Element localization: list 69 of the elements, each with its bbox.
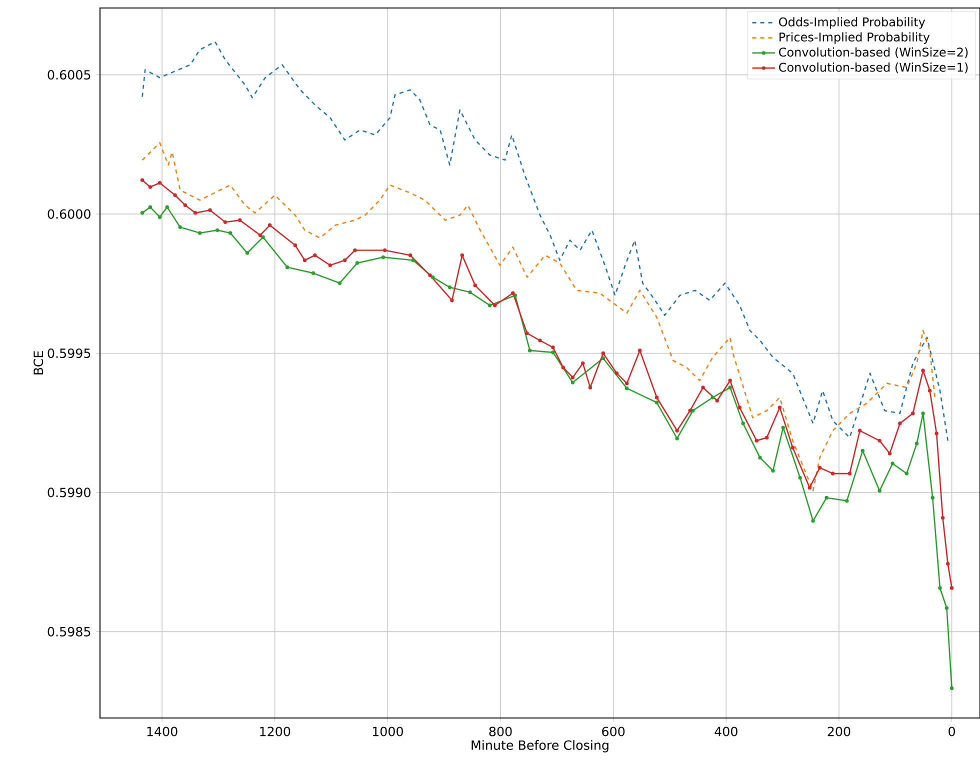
point <box>165 205 169 209</box>
point <box>625 386 629 390</box>
point <box>944 606 949 610</box>
point <box>845 498 849 503</box>
y-tick-label: 0.6005 <box>48 70 90 80</box>
point <box>338 281 342 285</box>
point <box>601 356 606 360</box>
point <box>811 519 815 523</box>
point <box>513 293 518 298</box>
point <box>741 422 745 426</box>
x-tick-label: 1200 <box>260 726 290 736</box>
x-tick-label: 1000 <box>372 726 403 736</box>
y-tick-label: 0.6000 <box>48 209 90 219</box>
x-tick-label: 600 <box>602 726 625 736</box>
point <box>448 285 452 290</box>
point <box>215 228 220 232</box>
point <box>798 476 802 480</box>
point <box>710 396 714 400</box>
y-axis-title: BCE <box>34 351 44 374</box>
point <box>148 205 152 209</box>
point <box>691 408 695 412</box>
point <box>771 468 775 473</box>
point <box>860 448 865 453</box>
legend-label: Odds-Implied Probability <box>779 17 926 29</box>
y-tick-label: 0.5990 <box>48 488 90 498</box>
point <box>468 290 472 294</box>
legend-label: Convolution-based (WinSize=2) <box>779 47 968 58</box>
x-tick-label: 400 <box>714 726 738 736</box>
point <box>311 271 316 275</box>
point <box>285 265 290 270</box>
point <box>140 211 144 215</box>
x-tick-label: 1400 <box>147 726 178 736</box>
point <box>430 275 435 280</box>
point <box>551 350 555 354</box>
point <box>950 686 954 690</box>
point <box>758 456 762 460</box>
point <box>570 380 575 384</box>
x-tick-label: 200 <box>828 726 850 736</box>
point <box>355 261 360 265</box>
point <box>878 488 882 493</box>
point <box>245 251 250 255</box>
legend-label: Convolution-based (WinSize=1) <box>779 62 968 74</box>
point <box>890 462 894 466</box>
y-tick-label: 0.5985 <box>48 626 90 636</box>
point <box>528 348 532 352</box>
line-series <box>142 142 936 492</box>
legend-label: Prices-Implied Probability <box>780 32 930 44</box>
point <box>654 400 659 404</box>
point <box>228 231 232 235</box>
point <box>261 235 265 240</box>
point <box>930 496 934 500</box>
point <box>675 436 679 440</box>
point <box>904 472 909 476</box>
point <box>921 412 925 416</box>
x-axis-title: Minute Before Closing <box>472 740 608 752</box>
point <box>198 231 202 235</box>
x-tick-label: 800 <box>489 726 512 736</box>
point <box>178 225 182 229</box>
y-tick-label: 0.5995 <box>48 348 90 358</box>
point <box>411 258 415 262</box>
point <box>488 303 492 308</box>
point <box>158 215 162 219</box>
x-tick-label: 0 <box>948 726 955 736</box>
point <box>381 255 386 260</box>
point <box>938 586 942 590</box>
point <box>914 442 919 446</box>
point <box>728 386 732 390</box>
point <box>824 496 828 500</box>
point <box>781 426 785 430</box>
